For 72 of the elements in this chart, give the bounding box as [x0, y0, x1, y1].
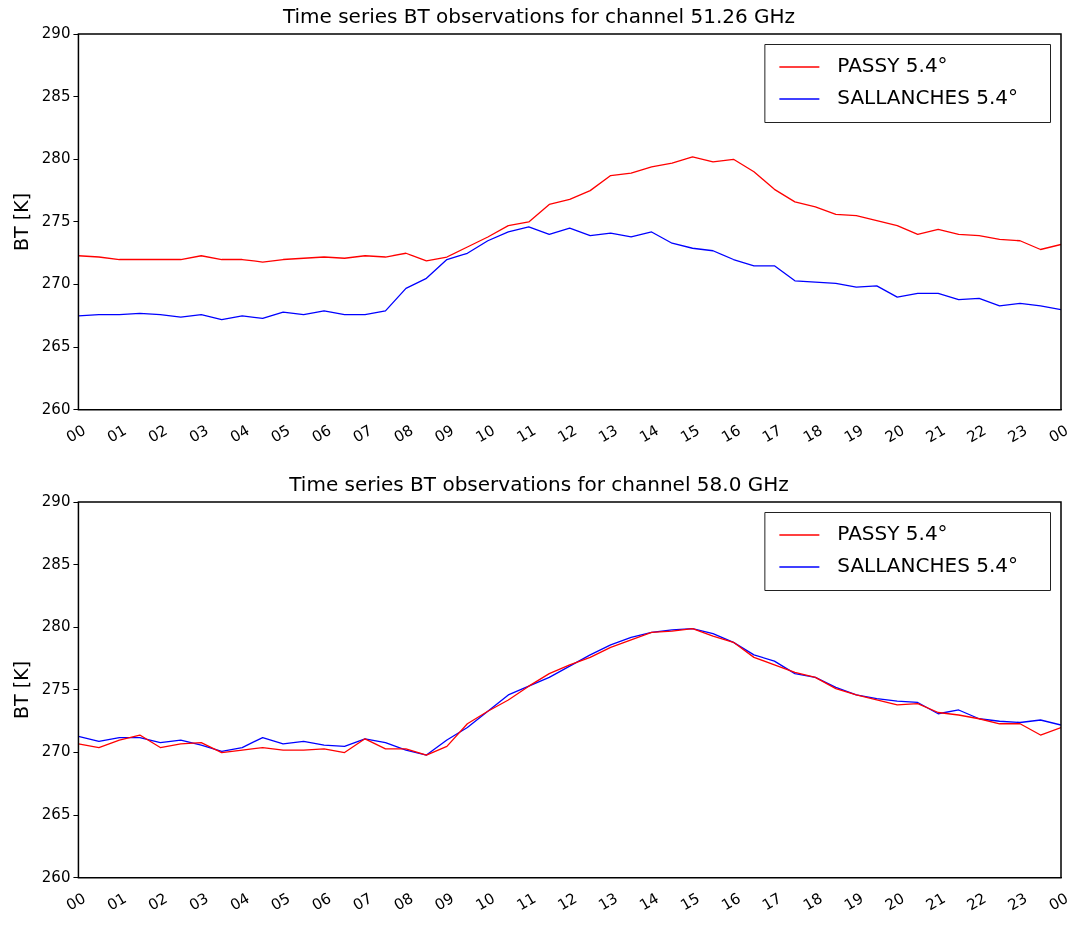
x-tick-label: 10	[472, 889, 499, 915]
x-tick-label: 00	[63, 421, 89, 447]
legend-label: PASSY 5.4°	[837, 53, 948, 78]
x-tick-label: 17	[759, 421, 785, 447]
y-tick-label: 265	[41, 805, 71, 824]
x-tick-label: 18	[800, 421, 826, 447]
y-axis-title: BT [K]	[10, 660, 33, 719]
x-tick-label: 20	[881, 889, 908, 915]
x-tick-label: 00	[63, 889, 89, 915]
x-tick-label: 13	[595, 889, 621, 915]
y-tick-label: 275	[41, 679, 71, 698]
y-axis-title: BT [K]	[10, 192, 33, 251]
x-tick-label: 08	[390, 421, 417, 447]
x-tick-label: 01	[104, 421, 130, 447]
x-tick-label: 00	[1045, 421, 1072, 447]
y-tick-label: 270	[41, 274, 71, 293]
x-tick-label: 16	[718, 421, 744, 447]
y-tick-label: 285	[41, 86, 71, 105]
x-tick-label: 04	[226, 889, 253, 915]
x-tick-label: 01	[104, 889, 130, 915]
y-tick-label: 285	[41, 554, 71, 573]
x-tick-label: 14	[636, 889, 662, 915]
x-tick-label: 15	[677, 889, 703, 915]
x-tick-label: 07	[349, 889, 376, 915]
x-tick-label: 00	[1045, 889, 1072, 915]
x-tick-label: 09	[431, 889, 458, 915]
x-tick-label: 20	[881, 421, 908, 447]
y-tick-label: 260	[41, 399, 71, 418]
x-tick-label: 15	[677, 421, 703, 447]
y-tick-label: 290	[41, 23, 71, 42]
x-tick-label: 19	[840, 889, 867, 915]
legend-label: SALLANCHES 5.4°	[837, 553, 1019, 578]
x-tick-label: 10	[472, 421, 499, 447]
x-tick-label: 07	[349, 421, 376, 447]
y-tick-label: 265	[41, 337, 71, 356]
x-tick-label: 08	[390, 889, 417, 915]
legend-label: SALLANCHES 5.4°	[837, 85, 1019, 110]
y-tick-label: 270	[41, 742, 71, 761]
x-tick-label: 21	[922, 889, 949, 915]
y-tick-label: 275	[41, 211, 71, 230]
chart-title: Time series BT observations for channel 51.26 GHz	[281, 4, 796, 29]
y-tick-label: 280	[41, 149, 71, 168]
x-tick-label: 11	[513, 889, 539, 915]
y-tick-label: 280	[41, 617, 71, 636]
x-tick-label: 19	[840, 421, 867, 447]
x-tick-label: 18	[800, 889, 826, 915]
x-tick-label: 05	[267, 421, 294, 447]
x-tick-label: 16	[718, 889, 744, 915]
y-tick-label: 290	[41, 491, 71, 510]
chart-title: Time series BT observations for channel 58.0 GHz	[288, 472, 789, 497]
x-tick-label: 14	[636, 421, 662, 447]
x-tick-label: 21	[922, 421, 949, 447]
x-tick-label: 13	[595, 421, 621, 447]
x-tick-label: 12	[554, 421, 580, 447]
x-tick-label: 06	[308, 421, 335, 447]
x-tick-label: 22	[963, 421, 990, 447]
x-tick-label: 02	[145, 421, 171, 447]
x-tick-label: 22	[963, 889, 990, 915]
x-tick-label: 09	[431, 421, 458, 447]
x-tick-label: 23	[1004, 421, 1031, 447]
x-tick-label: 04	[226, 421, 253, 447]
x-tick-label: 23	[1004, 889, 1031, 915]
x-tick-label: 17	[759, 889, 785, 915]
x-tick-label: 02	[145, 889, 171, 915]
x-tick-label: 11	[513, 421, 539, 447]
x-tick-label: 03	[185, 421, 212, 447]
y-tick-label: 260	[41, 867, 71, 886]
legend-label: PASSY 5.4°	[837, 521, 948, 546]
x-tick-label: 06	[308, 889, 335, 915]
x-tick-label: 05	[267, 889, 294, 915]
x-tick-label: 12	[554, 889, 580, 915]
x-tick-label: 03	[185, 889, 212, 915]
